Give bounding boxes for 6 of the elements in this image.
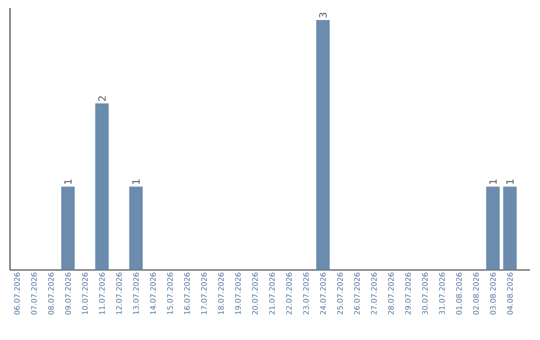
data-label: 1	[132, 180, 140, 184]
data-label: 1	[506, 180, 514, 184]
data-label: 1	[64, 180, 72, 184]
data-label: 1	[489, 180, 497, 184]
data-label: 3	[319, 12, 327, 18]
data-label: 2	[98, 96, 106, 101]
